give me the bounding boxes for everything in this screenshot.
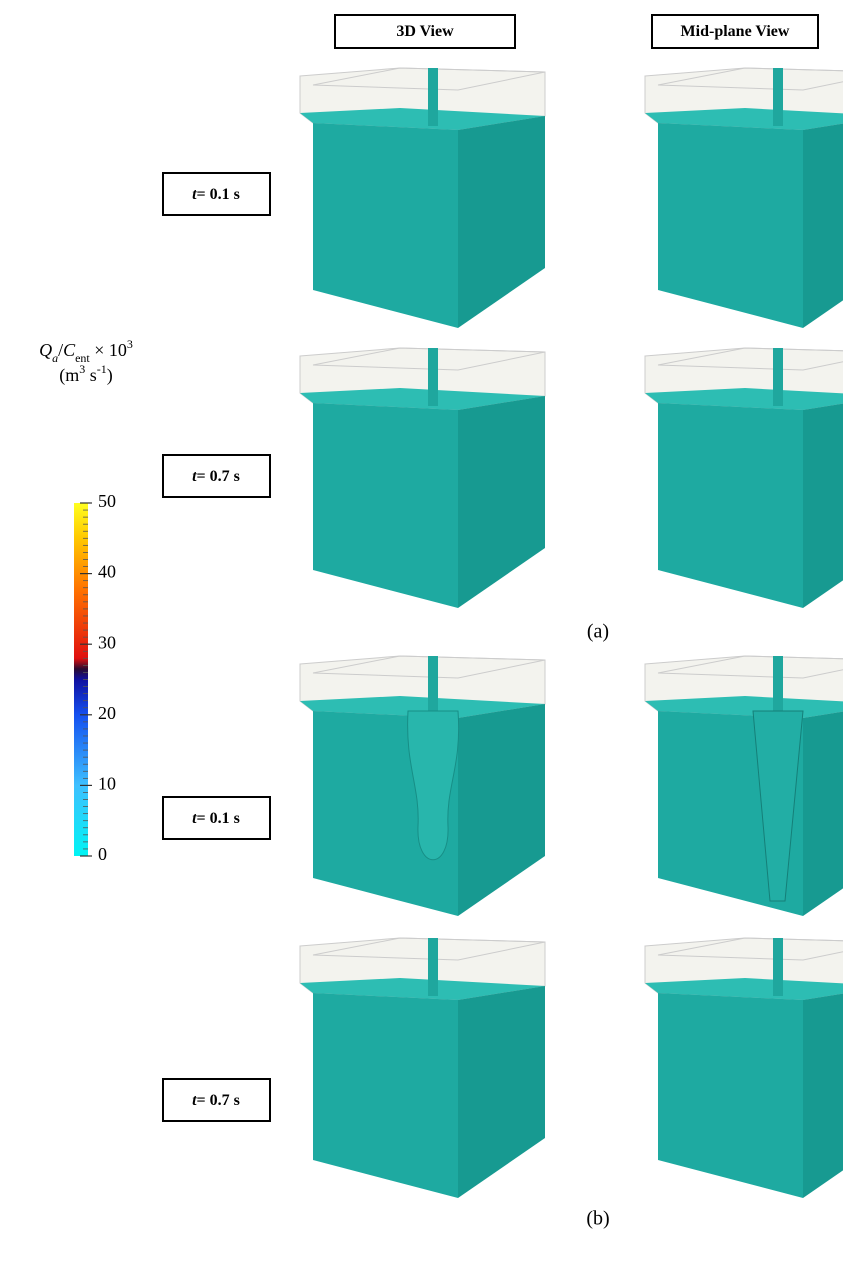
colorbar-units: (m3 s-1) (59, 362, 113, 386)
water-front (313, 123, 458, 328)
colorbar-units-part: -1 (97, 362, 107, 376)
simulation-render (300, 938, 545, 1198)
jet (428, 348, 438, 406)
colorbar-tick-label: 0 (98, 844, 107, 864)
jet (428, 68, 438, 126)
water-side (458, 704, 545, 916)
water-front (313, 403, 458, 608)
colorbar-title-part: 3 (127, 337, 133, 351)
simulation-render (645, 938, 843, 1198)
jet (773, 938, 783, 996)
colorbar-title-part: × 10 (90, 340, 127, 360)
colorbar-units-part: (m (59, 365, 79, 386)
colorbar-title: Qa/Cent × 103 (39, 337, 133, 365)
water-front (658, 403, 803, 608)
water-side (803, 116, 843, 328)
time-label: t= 0.1 s (192, 186, 240, 203)
colorbar-tick-label: 50 (98, 491, 116, 511)
colorbar-units-part: ) (107, 365, 113, 386)
water-side (458, 396, 545, 608)
colorbar-title-part: Q (39, 340, 52, 360)
colorbar-tick-label: 40 (98, 562, 116, 582)
colorbar-tick-label: 20 (98, 703, 116, 723)
time-label: t= 0.7 s (192, 1092, 240, 1109)
colorbar-tick-label: 30 (98, 632, 116, 652)
simulation-render (645, 348, 843, 608)
time-label: t= 0.7 s (192, 468, 240, 485)
simulation-render (300, 656, 545, 916)
water-side (458, 986, 545, 1198)
colorbar-units-part: s (85, 365, 97, 385)
water-front (658, 123, 803, 328)
time-value: = 0.1 s (197, 810, 240, 827)
jet (773, 656, 783, 714)
column-header: Mid-plane View (681, 23, 790, 40)
simulation-render (300, 348, 545, 608)
water-front (658, 993, 803, 1198)
figure: 3D View Mid-plane View t= 0.1 s t= 0.7 s t= … (0, 0, 843, 1266)
jet (773, 68, 783, 126)
panel-label: (a) (587, 621, 609, 643)
time-label: t= 0.1 s (192, 810, 240, 827)
time-value: = 0.7 s (197, 468, 240, 485)
time-value: = 0.7 s (197, 1092, 240, 1109)
panel-label: (b) (586, 1208, 609, 1230)
simulation-render (300, 68, 545, 328)
water-front (313, 993, 458, 1198)
water-side (803, 396, 843, 608)
water-side (803, 704, 843, 916)
simulation-render (645, 68, 843, 328)
jet (773, 348, 783, 406)
time-value: = 0.1 s (197, 186, 240, 203)
water-side (458, 116, 545, 328)
simulation-render (645, 656, 843, 916)
column-header: 3D View (396, 23, 454, 40)
jet (428, 656, 438, 714)
jet (428, 938, 438, 996)
colorbar-tick-label: 10 (98, 774, 116, 794)
water-side (803, 986, 843, 1198)
